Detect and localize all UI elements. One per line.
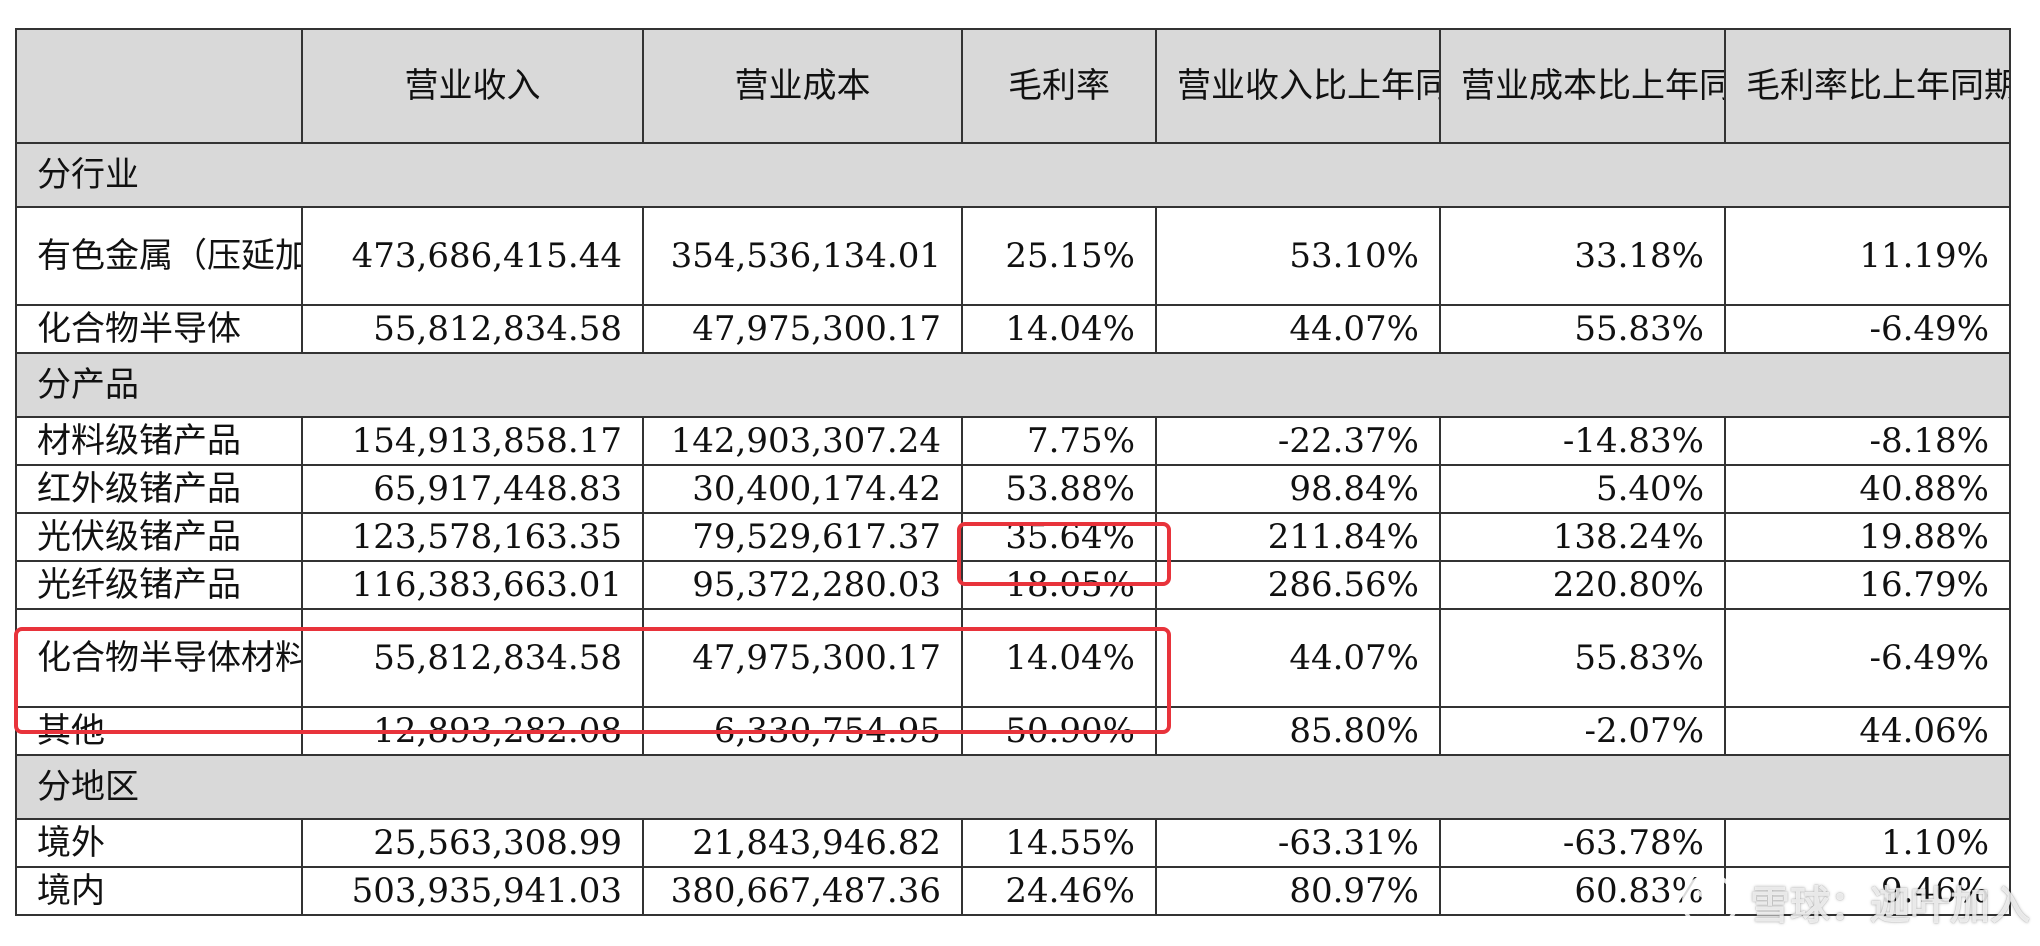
section-title: 分行业 bbox=[15, 142, 2011, 208]
row-label: 境内 bbox=[15, 866, 303, 916]
table-row: 境外 25,563,308.99 21,843,946.82 14.55% -63.31… bbox=[15, 818, 2011, 868]
cell-cost-yoy: 55.83% bbox=[1439, 304, 1726, 354]
table-row: 光纤级锗产品 116,383,663.01 95,372,280.03 18.05% 2… bbox=[15, 560, 2011, 610]
cell-gross-margin-yoy: 44.06% bbox=[1724, 706, 2011, 756]
cell-revenue-yoy: 44.07% bbox=[1155, 304, 1441, 354]
section-row: 分产品 bbox=[15, 352, 2011, 418]
cell-gross-margin: 18.05% bbox=[961, 560, 1157, 610]
table-row: 有色金属（压延加工业）473,686,415.44354,536,134.012… bbox=[15, 206, 2011, 306]
cell-revenue: 55,812,834.58 bbox=[301, 608, 644, 708]
table-header-row: 营业收入 营业成本 毛利率 营业收入比上年同期增减 营业成本比上年同期增减 毛利… bbox=[15, 28, 2011, 144]
cell-revenue: 116,383,663.01 bbox=[301, 560, 644, 610]
cell-revenue: 503,935,941.03 bbox=[301, 866, 644, 916]
cell-revenue-yoy: 85.80% bbox=[1155, 706, 1441, 756]
cell-gross-margin: 14.04% bbox=[961, 304, 1157, 354]
cell-cost-yoy: -63.78% bbox=[1439, 818, 1726, 868]
header-gross-margin-yoy: 毛利率比上年同期增减 bbox=[1724, 28, 2011, 144]
cell-revenue: 12,893,282.08 bbox=[301, 706, 644, 756]
section-title: 分地区 bbox=[15, 754, 2011, 820]
cell-cost-yoy: 5.40% bbox=[1439, 464, 1726, 514]
cell-gross-margin-yoy: 16.79% bbox=[1724, 560, 2011, 610]
cell-cost: 79,529,617.37 bbox=[642, 512, 963, 562]
cell-gross-margin: 7.75% bbox=[961, 416, 1157, 466]
row-label: 其他 bbox=[15, 706, 303, 756]
section-row: 分地区 bbox=[15, 754, 2011, 820]
cell-cost: 6,330,754.95 bbox=[642, 706, 963, 756]
header-gross-margin: 毛利率 bbox=[961, 28, 1157, 144]
row-label: 化合物半导体材料 bbox=[15, 608, 303, 708]
revenue-breakdown-table: 营业收入 营业成本 毛利率 营业收入比上年同期增减 营业成本比上年同期增减 毛利… bbox=[15, 28, 2011, 916]
row-label: 红外级锗产品 bbox=[15, 464, 303, 514]
cell-revenue-yoy: 53.10% bbox=[1155, 206, 1441, 306]
cell-cost: 21,843,946.82 bbox=[642, 818, 963, 868]
cell-gross-margin: 24.46% bbox=[961, 866, 1157, 916]
cell-cost-yoy: 33.18% bbox=[1439, 206, 1726, 306]
cell-gross-margin-yoy: 11.19% bbox=[1724, 206, 2011, 306]
header-cost: 营业成本 bbox=[642, 28, 963, 144]
cell-cost-yoy: 220.80% bbox=[1439, 560, 1726, 610]
cell-cost-yoy: -14.83% bbox=[1439, 416, 1726, 466]
header-revenue: 营业收入 bbox=[301, 28, 644, 144]
cell-cost-yoy: -2.07% bbox=[1439, 706, 1726, 756]
cell-cost: 354,536,134.01 bbox=[642, 206, 963, 306]
table-row: 化合物半导体材料 55,812,834.58 47,975,300.17 14.04%… bbox=[15, 608, 2011, 708]
cell-revenue: 123,578,163.35 bbox=[301, 512, 644, 562]
cell-gross-margin-yoy: 19.88% bbox=[1724, 512, 2011, 562]
cell-gross-margin: 50.90% bbox=[961, 706, 1157, 756]
cell-revenue-yoy: 80.97% bbox=[1155, 866, 1441, 916]
cell-revenue: 473,686,415.44 bbox=[301, 206, 644, 306]
cell-revenue: 65,917,448.83 bbox=[301, 464, 644, 514]
cell-gross-margin: 14.04% bbox=[961, 608, 1157, 708]
header-blank bbox=[15, 28, 303, 144]
row-label: 光伏级锗产品 bbox=[15, 512, 303, 562]
revenue-breakdown-table-container: 营业收入 营业成本 毛利率 营业收入比上年同期增减 营业成本比上年同期增减 毛利… bbox=[15, 28, 2011, 916]
cell-cost: 142,903,307.24 bbox=[642, 416, 963, 466]
cell-gross-margin: 53.88% bbox=[961, 464, 1157, 514]
cell-revenue-yoy: 286.56% bbox=[1155, 560, 1441, 610]
cell-gross-margin: 35.64% bbox=[961, 512, 1157, 562]
cell-revenue-yoy: -63.31% bbox=[1155, 818, 1441, 868]
table-row: 材料级锗产品 154,913,858.17 142,903,307.24 7.75% -… bbox=[15, 416, 2011, 466]
cell-gross-margin: 25.15% bbox=[961, 206, 1157, 306]
cell-gross-margin-yoy: 9.46% bbox=[1724, 866, 2011, 916]
cell-cost: 30,400,174.42 bbox=[642, 464, 963, 514]
cell-cost-yoy: 60.83% bbox=[1439, 866, 1726, 916]
cell-cost-yoy: 55.83% bbox=[1439, 608, 1726, 708]
row-label: 境外 bbox=[15, 818, 303, 868]
cell-gross-margin-yoy: -6.49% bbox=[1724, 304, 2011, 354]
cell-revenue-yoy: 211.84% bbox=[1155, 512, 1441, 562]
table-row: 光伏级锗产品 123,578,163.35 79,529,617.37 35.64% 2… bbox=[15, 512, 2011, 562]
cell-cost: 95,372,280.03 bbox=[642, 560, 963, 610]
cell-gross-margin-yoy: -8.18% bbox=[1724, 416, 2011, 466]
table-row: 其他 12,893,282.08 6,330,754.95 50.90% 85.80% -… bbox=[15, 706, 2011, 756]
table-row: 化合物半导体 55,812,834.58 47,975,300.17 14.04% 44… bbox=[15, 304, 2011, 354]
table-row: 红外级锗产品 65,917,448.83 30,400,174.42 53.88% 98… bbox=[15, 464, 2011, 514]
cell-revenue-yoy: 98.84% bbox=[1155, 464, 1441, 514]
cell-gross-margin-yoy: 40.88% bbox=[1724, 464, 2011, 514]
cell-revenue: 55,812,834.58 bbox=[301, 304, 644, 354]
row-label: 有色金属（压延加工业） bbox=[15, 206, 303, 306]
cell-cost: 380,667,487.36 bbox=[642, 866, 963, 916]
row-label: 材料级锗产品 bbox=[15, 416, 303, 466]
cell-revenue: 25,563,308.99 bbox=[301, 818, 644, 868]
cell-gross-margin-yoy: -6.49% bbox=[1724, 608, 2011, 708]
cell-revenue-yoy: 44.07% bbox=[1155, 608, 1441, 708]
cell-cost: 47,975,300.17 bbox=[642, 304, 963, 354]
header-revenue-yoy: 营业收入比上年同期增减 bbox=[1155, 28, 1441, 144]
header-cost-yoy: 营业成本比上年同期增减 bbox=[1439, 28, 1726, 144]
table-body: 分行业有色金属（压延加工业）473,686,415.44354,536,134.… bbox=[15, 142, 2011, 916]
cell-gross-margin-yoy: 1.10% bbox=[1724, 818, 2011, 868]
section-row: 分行业 bbox=[15, 142, 2011, 208]
section-title: 分产品 bbox=[15, 352, 2011, 418]
cell-cost: 47,975,300.17 bbox=[642, 608, 963, 708]
cell-revenue: 154,913,858.17 bbox=[301, 416, 644, 466]
cell-cost-yoy: 138.24% bbox=[1439, 512, 1726, 562]
table-row: 境内 503,935,941.03 380,667,487.36 24.46% 80.9… bbox=[15, 866, 2011, 916]
row-label: 化合物半导体 bbox=[15, 304, 303, 354]
cell-gross-margin: 14.55% bbox=[961, 818, 1157, 868]
cell-revenue-yoy: -22.37% bbox=[1155, 416, 1441, 466]
row-label: 光纤级锗产品 bbox=[15, 560, 303, 610]
